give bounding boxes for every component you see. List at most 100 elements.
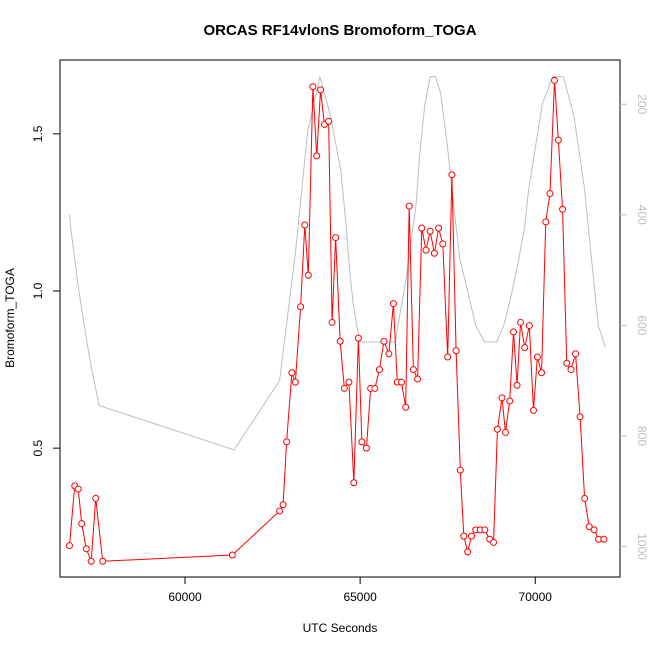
data-point [418, 224, 426, 232]
data-point [385, 350, 393, 358]
data-point [460, 532, 468, 540]
data-point [358, 438, 366, 446]
data-point [554, 136, 562, 144]
data-point [551, 76, 559, 84]
data-point [345, 378, 353, 386]
right-y-tick-label: 200 [635, 94, 649, 114]
data-point [409, 366, 417, 374]
data-point [426, 227, 434, 235]
data-point [567, 366, 575, 374]
data-point [572, 350, 580, 358]
x-tick-label: 65000 [343, 590, 377, 604]
data-point [288, 369, 296, 377]
data-point [542, 218, 550, 226]
data-point [325, 117, 333, 125]
data-point [371, 384, 379, 392]
right-y-tick-label: 600 [635, 315, 649, 335]
data-point [464, 548, 472, 556]
data-point [448, 171, 456, 179]
data-point [529, 406, 537, 414]
x-tick-label: 70000 [519, 590, 553, 604]
data-point [380, 337, 388, 345]
data-point [340, 384, 348, 392]
data-point [279, 501, 287, 509]
data-point [317, 86, 325, 94]
right-y-tick-label: 800 [635, 426, 649, 446]
data-point [430, 249, 438, 257]
data-point [435, 224, 443, 232]
data-point [82, 545, 90, 553]
data-point [309, 83, 317, 91]
data-point [501, 428, 509, 436]
data-point [517, 318, 525, 326]
series-layer [65, 76, 608, 565]
data-point [65, 542, 73, 550]
data-point [513, 381, 521, 389]
data-point [283, 438, 291, 446]
data-point [336, 337, 344, 345]
chart-title: ORCAS RF14vlonS Bromoform_TOGA [203, 22, 476, 39]
data-point [405, 202, 413, 210]
y-axis-label: Bromoform_TOGA [3, 268, 17, 368]
data-point [498, 394, 506, 402]
data-point [468, 532, 476, 540]
series-line-gray [68, 76, 606, 451]
data-point [313, 152, 321, 160]
data-point [490, 538, 498, 546]
data-point [99, 557, 107, 565]
x-axis: 60000 65000 70000 [168, 577, 552, 604]
data-point [590, 526, 598, 534]
data-point [228, 551, 236, 559]
data-point [362, 444, 370, 452]
data-point [525, 322, 533, 330]
x-axis-label: UTC Seconds [303, 621, 378, 635]
data-point [375, 366, 383, 374]
data-point [92, 494, 100, 502]
data-point [510, 328, 518, 336]
y-tick-label: 0.5 [31, 439, 45, 456]
data-point [452, 347, 460, 355]
y-axis-right: 200 400 600 800 1000 [620, 94, 649, 560]
data-point [328, 318, 336, 326]
data-point [481, 526, 489, 534]
y-axis-left: 0.5 1.0 1.5 [31, 125, 60, 456]
data-point [304, 271, 312, 279]
right-y-tick-label: 1000 [635, 533, 649, 560]
y-tick-label: 1.5 [31, 125, 45, 142]
x-tick-label: 60000 [168, 590, 202, 604]
data-point [389, 300, 397, 308]
data-point [350, 479, 358, 487]
data-point [563, 359, 571, 367]
data-point [422, 246, 430, 254]
data-point [87, 557, 95, 565]
data-point [297, 303, 305, 311]
data-point [397, 378, 405, 386]
data-point [506, 397, 514, 405]
data-point [276, 507, 284, 515]
data-point [600, 535, 608, 543]
data-point [538, 369, 546, 377]
plot-frame [59, 59, 621, 578]
y-tick-label: 1.0 [31, 282, 45, 299]
data-point [559, 205, 567, 213]
data-point [576, 413, 584, 421]
data-point [74, 485, 82, 493]
data-point [332, 234, 340, 242]
right-y-tick-label: 400 [635, 205, 649, 225]
data-point [456, 466, 464, 474]
data-point [301, 221, 309, 229]
data-point [493, 425, 501, 433]
data-point [414, 375, 422, 383]
data-point [402, 403, 410, 411]
data-point [581, 494, 589, 502]
data-point [546, 190, 554, 198]
data-point [78, 520, 86, 528]
data-point [533, 353, 541, 361]
data-point [354, 334, 362, 342]
data-point [585, 523, 593, 531]
data-point [444, 353, 452, 361]
data-point [291, 378, 299, 386]
data-point [439, 240, 447, 248]
